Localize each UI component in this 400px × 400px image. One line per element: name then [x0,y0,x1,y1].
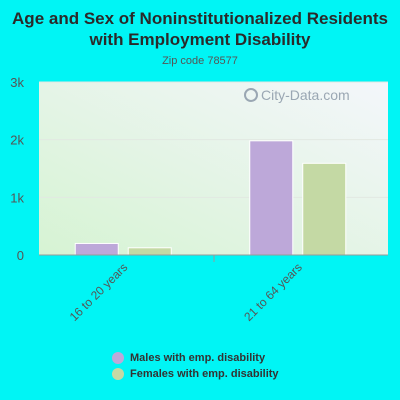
bar-males-1 [74,242,119,256]
legend-label-females: Females with emp. disability [130,367,279,380]
watermark-icon [244,88,258,102]
x-tick-label: 16 to 20 years [67,260,131,324]
chart-legend: Males with emp. disability Females with … [112,350,279,382]
bar-females-1 [127,247,172,256]
y-tick-label: 3k [10,75,24,90]
legend-item-males: Males with emp. disability [112,350,279,365]
legend-swatch-males [112,351,124,364]
legend-swatch-females [112,367,124,380]
y-tick-label: 2k [10,133,24,148]
bar-males-2 [249,140,294,256]
legend-label-males: Males with emp. disability [130,351,266,364]
y-tick-label: 0 [17,248,24,263]
x-tick-label: 21 to 64 years [241,260,305,324]
watermark: City-Data.com [244,87,350,103]
chart-subtitle: Zip code 78577 [162,55,238,67]
y-tick-label: 1k [10,190,24,205]
chart-title: Age and Sex of Noninstitutionalized Resi… [12,9,388,49]
bar-females-2 [302,162,347,256]
watermark-text: City-Data.com [261,87,350,103]
legend-item-females: Females with emp. disability [112,366,279,381]
